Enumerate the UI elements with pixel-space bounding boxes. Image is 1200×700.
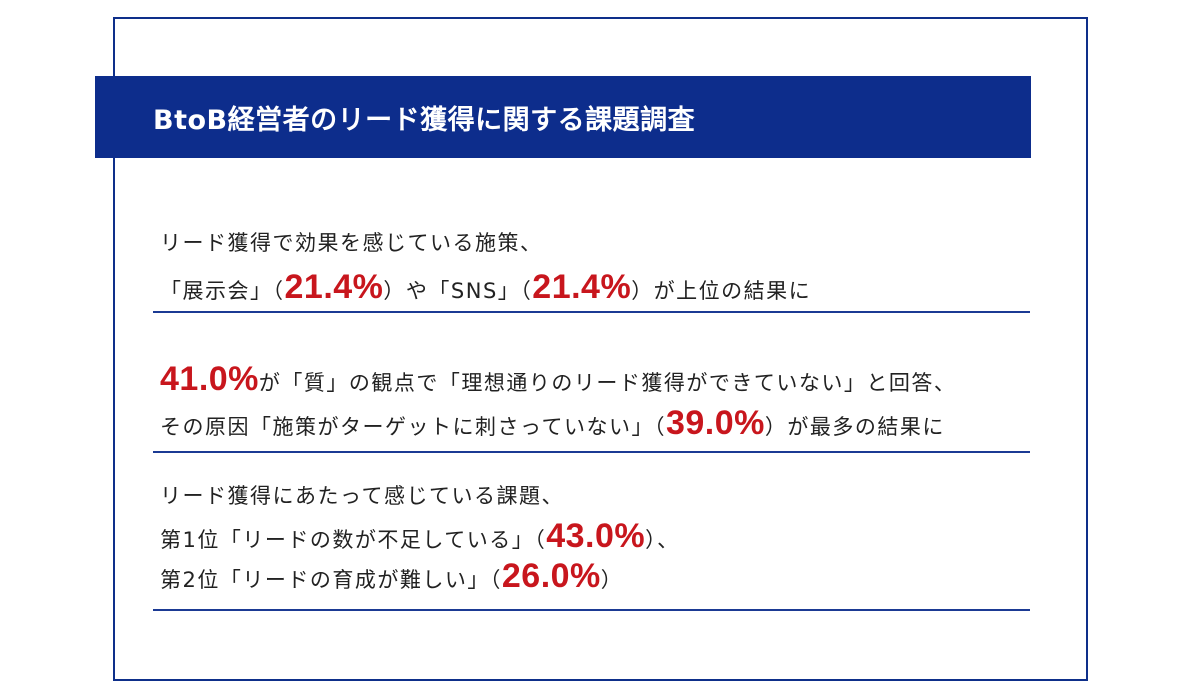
divider-2 xyxy=(153,451,1030,453)
finding-1-text-b: ）や「SNS」（ xyxy=(383,279,533,303)
finding-2-line-2: その原因「施策がターゲットに刺さっていない」（39.0%）が最多の結果に xyxy=(160,406,1030,440)
finding-3-stat-rank1: 43.0% xyxy=(546,517,646,555)
title-bar: BtoB経営者のリード獲得に関する課題調査 xyxy=(95,76,1031,158)
finding-3-stat-rank2: 26.0% xyxy=(501,557,601,595)
finding-3-line-1: リード獲得にあたって感じている課題、 xyxy=(160,484,564,508)
finding-1-line-1: リード獲得で効果を感じている施策、 xyxy=(160,231,543,255)
finding-2-stat-quality: 41.0% xyxy=(160,360,259,398)
finding-1: リード獲得で効果を感じている施策、 「展示会」（21.4%）や「SNS」（21.… xyxy=(160,231,1030,305)
finding-1-line-2: 「展示会」（21.4%）や「SNS」（21.4%）が上位の結果に xyxy=(160,270,1030,304)
finding-1-text-c: ）が上位の結果に xyxy=(631,279,812,303)
outer-frame xyxy=(113,17,1088,681)
finding-2-text-a: が「質」の観点で「理想通りのリード獲得ができていない」と回答、 xyxy=(258,371,957,395)
finding-3-text-c: 第2位「リードの育成が難しい」（ xyxy=(160,568,502,592)
finding-1-text-a: 「展示会」（ xyxy=(160,279,285,303)
finding-2-stat-cause: 39.0% xyxy=(665,404,765,442)
finding-3: リード獲得にあたって感じている課題、 第1位「リードの数が不足している」（43.… xyxy=(160,484,1030,594)
finding-3-text-d: ） xyxy=(600,568,624,592)
finding-3-text-b: ）、 xyxy=(645,528,680,552)
finding-1-stat-exhibition: 21.4% xyxy=(284,268,384,306)
finding-2-text-c: ）が最多の結果に xyxy=(764,415,945,439)
finding-2-line-1: 41.0%が「質」の観点で「理想通りのリード獲得ができていない」と回答、 xyxy=(160,362,1030,396)
finding-2: 41.0%が「質」の観点で「理想通りのリード獲得ができていない」と回答、 その原… xyxy=(160,362,1030,440)
finding-3-line-3: 第2位「リードの育成が難しい」（26.0%） xyxy=(160,559,1030,593)
divider-1 xyxy=(153,311,1030,313)
finding-2-text-b: その原因「施策がターゲットに刺さっていない」（ xyxy=(160,415,666,439)
divider-3 xyxy=(153,609,1030,611)
finding-1-stat-sns: 21.4% xyxy=(532,268,632,306)
finding-3-line-2: 第1位「リードの数が不足している」（43.0%）、 xyxy=(160,519,1030,553)
page-title: BtoB経営者のリード獲得に関する課題調査 xyxy=(153,104,696,136)
finding-3-text-a: 第1位「リードの数が不足している」（ xyxy=(160,528,547,552)
